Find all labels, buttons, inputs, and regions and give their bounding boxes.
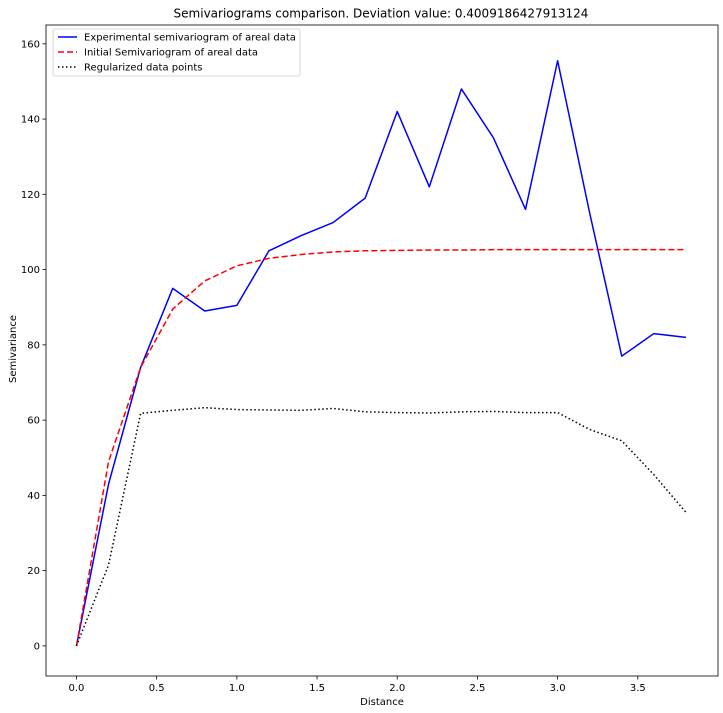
- x-tick-label: 2.0: [389, 683, 405, 694]
- x-tick-label: 1.0: [229, 683, 245, 694]
- x-tick-label: 0.5: [149, 683, 165, 694]
- axes-frame: [45, 24, 719, 677]
- y-tick-label: 120: [21, 190, 40, 201]
- series-line-2: [75, 248, 686, 647]
- legend-label: Regularized data points: [84, 63, 202, 74]
- y-tick-label: 80: [27, 340, 40, 351]
- x-tick-label: 3.5: [630, 683, 646, 694]
- legend-label: Experimental semivariogram of areal data: [84, 33, 296, 44]
- series-line-3: [75, 406, 687, 647]
- x-tick-label: 1.5: [309, 683, 325, 694]
- x-tick-label: 2.5: [469, 683, 485, 694]
- legend-box: [52, 28, 301, 77]
- y-tick-label: 20: [27, 566, 40, 577]
- y-axis-label: Semivariance: [8, 315, 19, 383]
- chart-title: Semivariograms comparison. Deviation val…: [174, 7, 589, 21]
- x-tick-label: 0.0: [69, 683, 85, 694]
- y-axis-ticks: 0 20 40 60 80 100 120 140 160: [21, 39, 46, 652]
- y-tick-label: 160: [21, 39, 40, 50]
- x-axis-label: Distance: [360, 697, 404, 708]
- y-tick-label: 100: [21, 265, 40, 276]
- y-tick-label: 40: [27, 491, 40, 502]
- legend: Experimental semivariogram of areal data…: [52, 28, 301, 77]
- y-tick-label: 140: [21, 115, 40, 126]
- plot-area: [75, 60, 687, 647]
- series-line-1: [75, 60, 687, 647]
- y-tick-label: 0: [34, 641, 40, 652]
- x-tick-label: 3.0: [550, 683, 566, 694]
- y-tick-label: 60: [27, 416, 40, 427]
- x-axis-ticks: 0.0 0.5 1.0 1.5 2.0 2.5 3.0 3.5: [69, 676, 646, 694]
- legend-label: Initial Semivariogram of areal data: [84, 48, 258, 59]
